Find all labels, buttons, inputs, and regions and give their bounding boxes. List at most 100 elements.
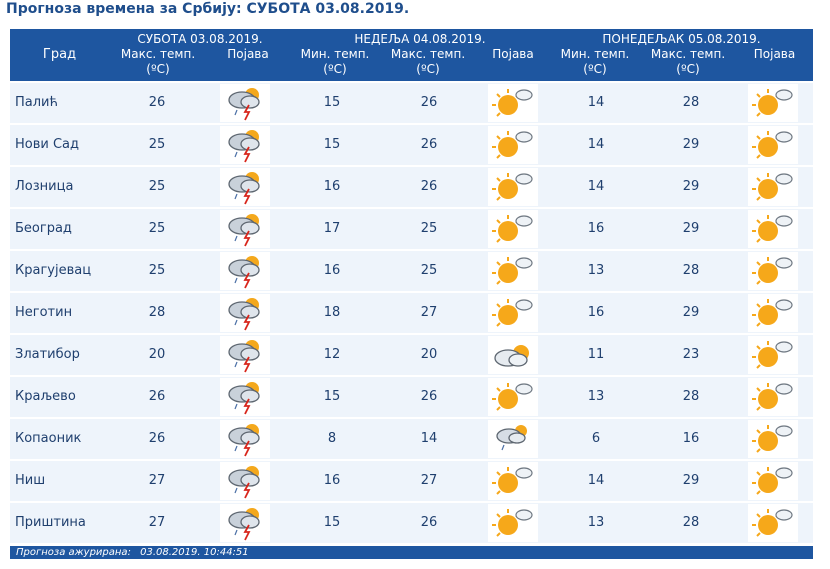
mon-max-temp: 23 [682, 347, 700, 362]
city-name: Лозница [15, 179, 74, 194]
sun-cloud-icon [748, 504, 798, 542]
sun-min-temp: 8 [327, 431, 337, 446]
mon-max-temp: 29 [682, 473, 700, 488]
mon-max-temp: 28 [682, 515, 700, 530]
sun-cloud-icon [748, 84, 798, 122]
storm-icon [220, 168, 270, 206]
mon-min-temp: 14 [587, 473, 605, 488]
column-header-min-temp: Мин. темп. (ºC) [300, 47, 370, 76]
column-header-city: Град [42, 47, 77, 62]
sun-min-temp: 18 [323, 305, 341, 320]
sun-cloud-icon [748, 294, 798, 332]
sun-min-temp: 16 [323, 263, 341, 278]
forecast-table: Град СУБОТА 03.08.2019. Макс. темп. (ºC) … [10, 29, 813, 543]
sun-max-temp: 25 [420, 263, 438, 278]
city-name: Неготин [15, 305, 73, 320]
sat-max-temp: 20 [148, 347, 166, 362]
table-row: Краљево 26 15 26 13 28 [10, 377, 813, 417]
mon-max-temp: 16 [682, 431, 700, 446]
sun-max-temp: 26 [420, 137, 438, 152]
column-header-phenomenon: Појава [227, 47, 269, 61]
sun-cloud-icon [488, 294, 538, 332]
sun-min-temp: 16 [323, 179, 341, 194]
mon-min-temp: 14 [587, 137, 605, 152]
sat-max-temp: 26 [148, 95, 166, 110]
city-name: Палић [15, 95, 58, 110]
table-row: Ниш 27 16 27 14 29 [10, 461, 813, 501]
table-row: Златибор 20 12 20 11 23 [10, 335, 813, 375]
mon-max-temp: 28 [682, 389, 700, 404]
cloud-sun-icon [488, 336, 538, 374]
mon-max-temp: 28 [682, 263, 700, 278]
mon-max-temp: 29 [682, 221, 700, 236]
sun-cloud-icon [748, 336, 798, 374]
sun-max-temp: 27 [420, 305, 438, 320]
mon-min-temp: 13 [587, 515, 605, 530]
sat-max-temp: 26 [148, 389, 166, 404]
column-header-max-temp: Макс. темп. (ºC) [120, 47, 196, 76]
table-row: Београд 25 17 25 16 29 [10, 209, 813, 249]
sun-cloud-icon [748, 126, 798, 164]
storm-icon [220, 336, 270, 374]
sun-cloud-icon [488, 168, 538, 206]
table-row: Лозница 25 16 26 14 29 [10, 167, 813, 207]
mon-min-temp: 14 [587, 179, 605, 194]
city-name: Нови Сад [15, 137, 80, 152]
sun-cloud-icon [488, 210, 538, 248]
sun-cloud-icon [748, 420, 798, 458]
storm-icon [220, 294, 270, 332]
table-body: Палић 26 15 26 14 28 Нови Сад 25 15 26 14 29 Лозница… [10, 83, 813, 543]
table-row: Палић 26 15 26 14 28 [10, 83, 813, 123]
sun-max-temp: 26 [420, 389, 438, 404]
day-header-saturday: СУБОТА 03.08.2019. [137, 32, 263, 46]
sun-cloud-icon [488, 462, 538, 500]
storm-icon [220, 252, 270, 290]
sun-max-temp: 27 [420, 473, 438, 488]
sun-cloud-icon [748, 168, 798, 206]
day-header-sunday: НЕДЕЉА 04.08.2019. [354, 32, 486, 46]
city-name: Београд [15, 221, 72, 236]
page-title: Прогноза времена за Србију: СУБОТА 03.08… [6, 1, 410, 17]
mon-max-temp: 29 [682, 305, 700, 320]
sat-max-temp: 27 [148, 515, 166, 530]
storm-icon [220, 462, 270, 500]
storm-icon [220, 210, 270, 248]
storm-icon [220, 420, 270, 458]
sun-cloud-icon [748, 210, 798, 248]
mon-max-temp: 29 [682, 179, 700, 194]
sun-cloud-icon [748, 462, 798, 500]
table-row: Неготин 28 18 27 16 29 [10, 293, 813, 333]
sun-max-temp: 14 [420, 431, 438, 446]
mon-min-temp: 16 [587, 221, 605, 236]
column-header-max-temp: Макс. темп. (ºC) [390, 47, 466, 76]
day-header-monday: ПОНЕДЕЉАК 05.08.2019. [602, 32, 761, 46]
sun-min-temp: 15 [323, 389, 341, 404]
table-row: Крагујевац 25 16 25 13 28 [10, 251, 813, 291]
sat-max-temp: 25 [148, 137, 166, 152]
sun-min-temp: 15 [323, 95, 341, 110]
mon-min-temp: 13 [587, 263, 605, 278]
table-header: Град СУБОТА 03.08.2019. Макс. темп. (ºC) … [10, 29, 813, 81]
column-header-phenomenon: Појава [753, 47, 796, 61]
sat-max-temp: 26 [148, 431, 166, 446]
sun-min-temp: 17 [323, 221, 341, 236]
sun-cloud-icon [488, 252, 538, 290]
sun-max-temp: 25 [420, 221, 438, 236]
sun-cloud-icon [488, 126, 538, 164]
sun-cloud-icon [748, 252, 798, 290]
mon-min-temp: 13 [587, 389, 605, 404]
footer-timestamp: 03.08.2019. 10:44:51 [140, 547, 249, 558]
city-name: Приштина [15, 515, 86, 530]
storm-icon [220, 504, 270, 542]
city-name: Златибор [15, 347, 80, 362]
storm-icon [220, 378, 270, 416]
sat-max-temp: 28 [148, 305, 166, 320]
sun-max-temp: 26 [420, 179, 438, 194]
mon-max-temp: 29 [682, 137, 700, 152]
sun-min-temp: 15 [323, 515, 341, 530]
table-row: Нови Сад 25 15 26 14 29 [10, 125, 813, 165]
city-name: Краљево [15, 389, 76, 404]
mon-min-temp: 14 [587, 95, 605, 110]
sun-min-temp: 16 [323, 473, 341, 488]
sun-cloud-icon [488, 84, 538, 122]
